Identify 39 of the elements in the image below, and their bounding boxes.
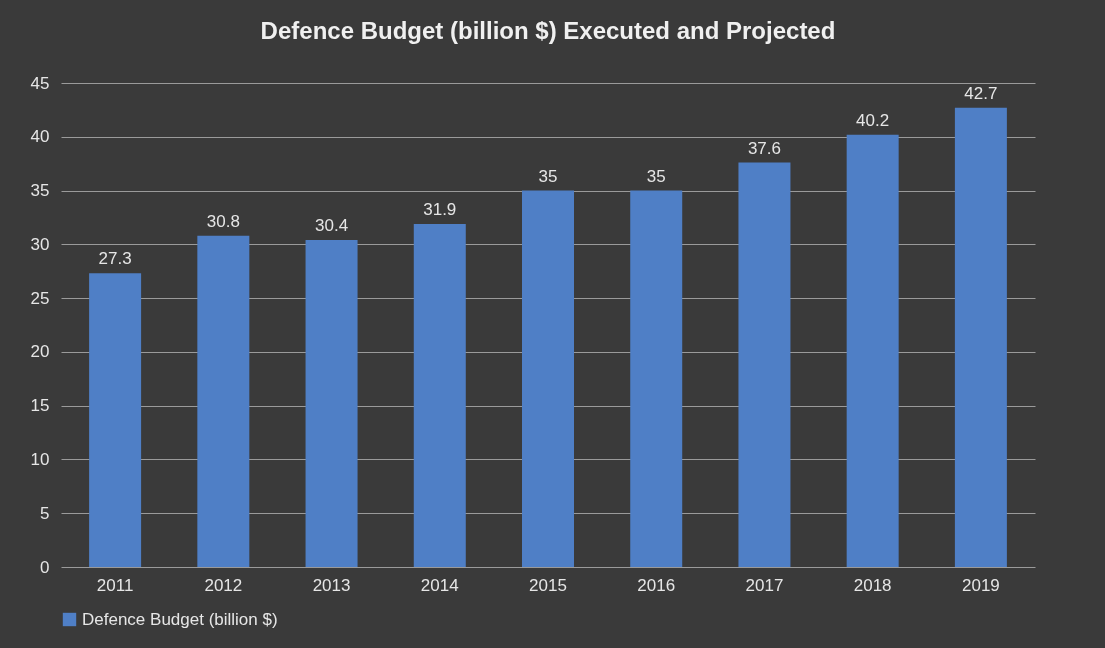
bar	[197, 235, 250, 567]
data-label: 40.2	[856, 110, 890, 130]
bar	[954, 107, 1007, 567]
data-label: 42.7	[964, 83, 998, 103]
bar	[413, 223, 466, 567]
data-label: 27.3	[98, 249, 132, 269]
data-label: 31.9	[423, 199, 457, 219]
bar	[89, 273, 142, 567]
x-tick-label: 2017	[745, 575, 784, 595]
data-label: 35	[646, 166, 666, 186]
y-tick-label: 0	[40, 557, 50, 577]
data-label: 30.4	[315, 216, 349, 236]
x-tick-label: 2014	[420, 575, 459, 595]
x-tick-label: 2016	[637, 575, 676, 595]
data-label: 35	[538, 166, 558, 186]
y-tick-label: 15	[30, 396, 50, 416]
y-tick-label: 30	[30, 234, 50, 254]
y-tick-label: 40	[30, 127, 50, 147]
x-tick-label: 2018	[853, 575, 892, 595]
y-tick-label: 45	[30, 73, 50, 93]
y-tick-label: 5	[40, 503, 50, 523]
bar	[846, 134, 899, 567]
x-tick-label: 2013	[312, 575, 351, 595]
chart-title: Defence Budget (billion $) Executed and Projected	[260, 17, 836, 44]
bar	[738, 162, 791, 567]
y-tick-label: 25	[30, 288, 50, 308]
data-label: 30.8	[206, 211, 240, 231]
y-tick-label: 20	[30, 342, 50, 362]
legend-label: Defence Budget (billion $)	[82, 609, 278, 629]
bar	[522, 190, 574, 567]
x-tick-label: 2012	[204, 575, 243, 595]
x-tick-label: 2019	[961, 575, 1000, 595]
bar	[305, 240, 358, 567]
data-label: 37.6	[747, 138, 781, 158]
y-tick-label: 10	[30, 449, 50, 469]
x-tick-label: 2015	[529, 575, 567, 595]
y-tick-label: 35	[30, 181, 50, 201]
bar	[630, 190, 683, 567]
x-tick-label: 2011	[96, 575, 134, 595]
